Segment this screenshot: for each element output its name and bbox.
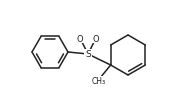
Text: S: S <box>85 50 91 59</box>
Text: CH₃: CH₃ <box>92 77 106 86</box>
Text: O: O <box>93 34 99 43</box>
Text: O: O <box>77 34 83 43</box>
